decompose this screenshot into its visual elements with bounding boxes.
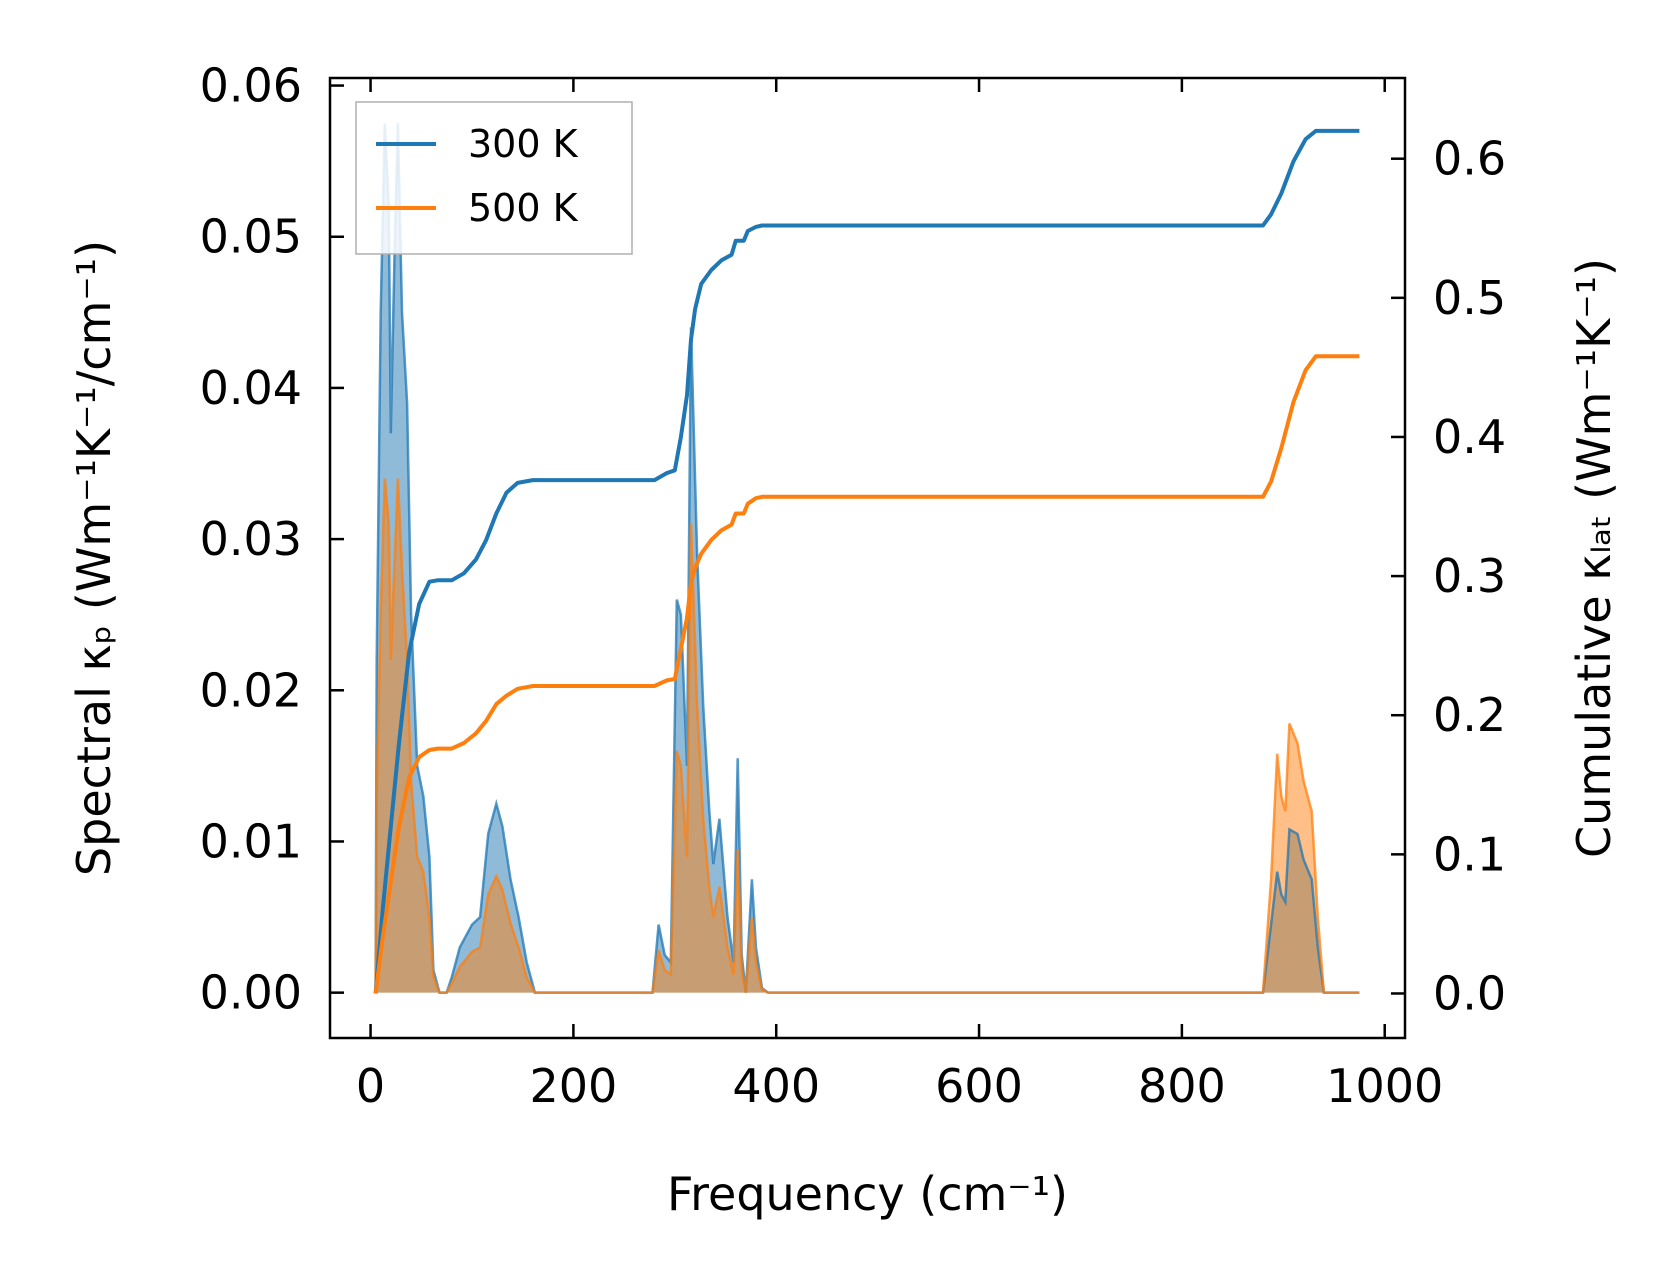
- spectral-line-500k: [374, 478, 1360, 994]
- y-right-tick-label: 0.5: [1433, 271, 1506, 325]
- axis-ticks: 0 200 400 600 800 1000 0.00 0.01 0.02 0.03 0.04 0.0…: [200, 59, 1507, 1113]
- x-tick-label: 0: [356, 1059, 385, 1113]
- y-right-tick-label: 0.0: [1433, 966, 1506, 1020]
- y-left-tick-label: 0.01: [200, 814, 302, 868]
- y-right-tick-label: 0.2: [1433, 688, 1506, 742]
- y-left-tick-label: 0.04: [200, 361, 302, 415]
- y-left-tick-label: 0.05: [200, 210, 302, 264]
- y-right-tick-label: 0.1: [1433, 827, 1506, 881]
- x-tick-label: 200: [529, 1059, 617, 1113]
- y-right-tick-label: 0.3: [1433, 549, 1506, 603]
- y-right-tick-label: 0.4: [1433, 410, 1506, 464]
- y-left-tick-label: 0.06: [200, 59, 302, 113]
- spectral-area-500k: [375, 478, 1360, 993]
- x-axis-title: Frequency (cm⁻¹): [667, 1167, 1068, 1221]
- chart-marks: [373, 123, 1360, 994]
- x-tick-label: 600: [935, 1059, 1023, 1113]
- y-left-tick-label: 0.03: [200, 512, 302, 566]
- legend-label-500k: 500 K: [468, 186, 579, 230]
- y-axis-left-title: Spectral κₚ (Wm⁻¹K⁻¹/cm⁻¹): [67, 240, 121, 876]
- plot-frame: [328, 76, 1407, 1040]
- x-tick-label: 400: [732, 1059, 820, 1113]
- y-right-tick-label: 0.6: [1433, 132, 1506, 186]
- x-tick-label: 1000: [1326, 1059, 1443, 1113]
- legend: 300 K 500 K: [355, 101, 633, 255]
- x-tick-label: 800: [1138, 1059, 1226, 1113]
- y-left-tick-label: 0.00: [200, 966, 302, 1020]
- cumulative-line-300k: [373, 128, 1360, 994]
- y-left-tick-label: 0.02: [200, 663, 302, 717]
- legend-label-300k: 300 K: [468, 122, 579, 166]
- cumulative-line-500k: [373, 354, 1360, 994]
- y-axis-right-title: Cumulative κₗₐₜ (Wm⁻¹K⁻¹): [1567, 258, 1621, 858]
- legend-box: [355, 101, 633, 255]
